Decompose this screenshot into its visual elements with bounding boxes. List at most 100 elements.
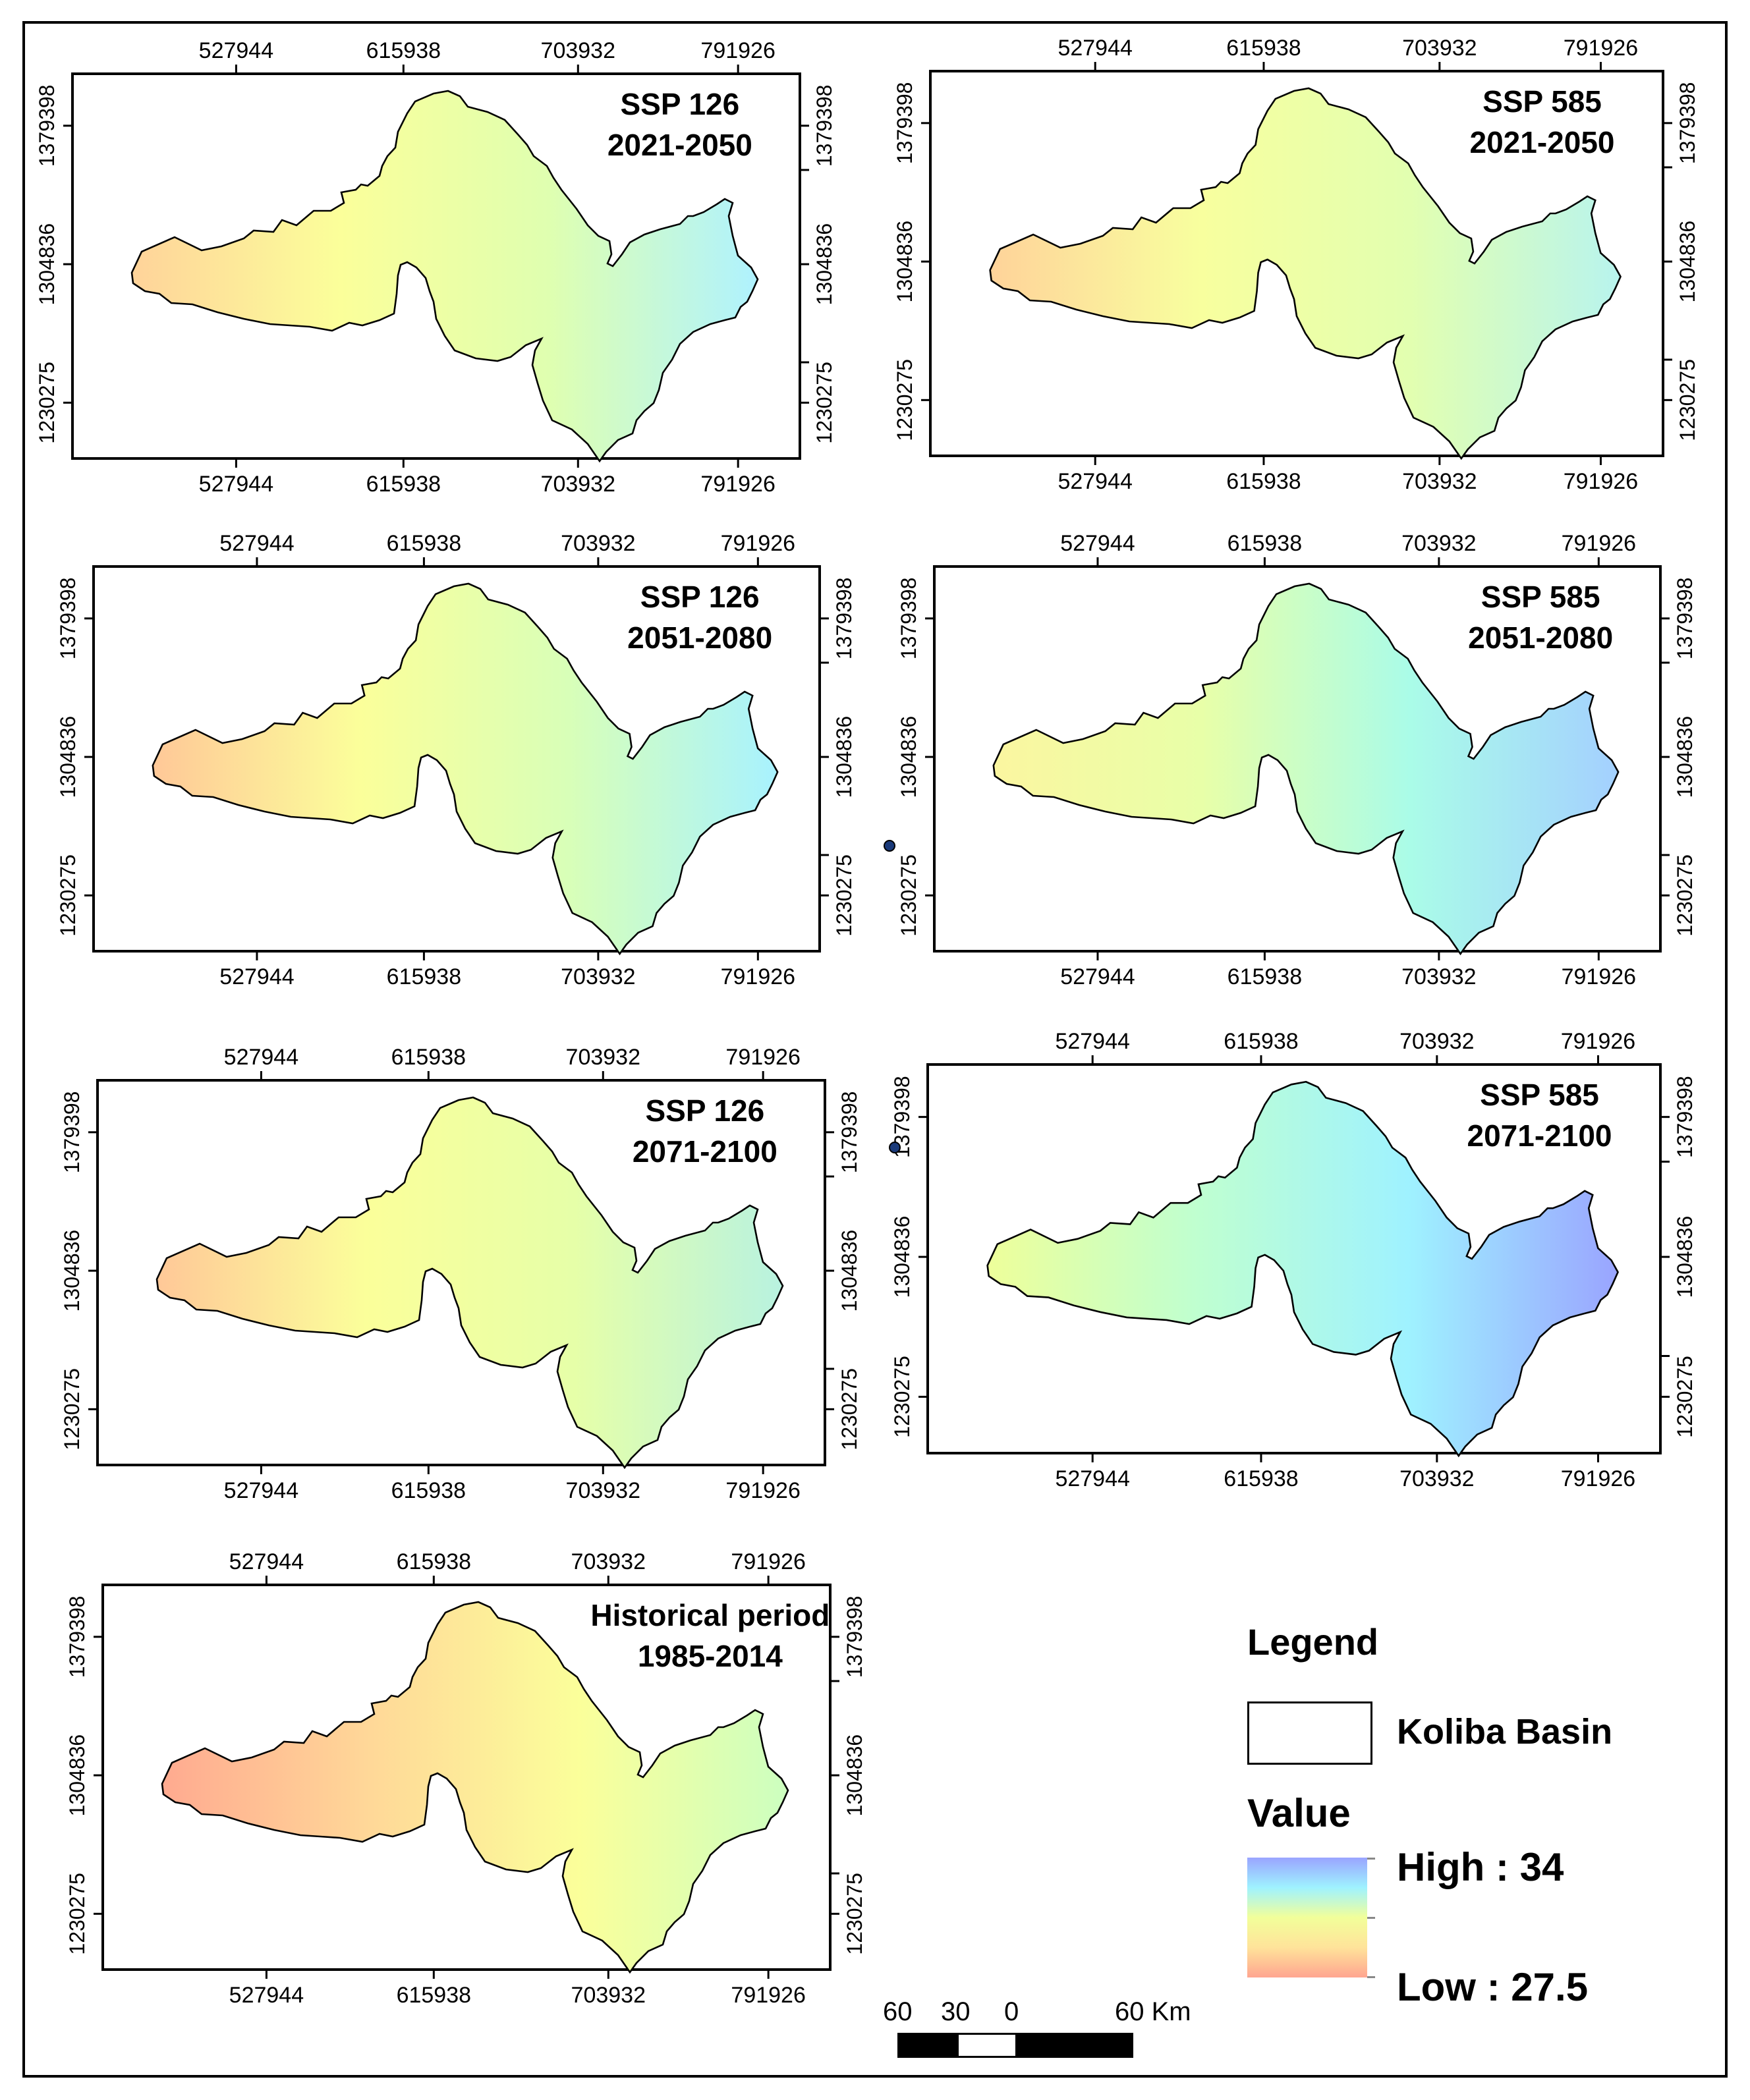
x-tick-label-top: 527944: [1060, 531, 1135, 556]
x-tick-label-top: 615938: [387, 531, 461, 556]
y-tick-label-left: 1304836: [890, 1216, 914, 1298]
scale-label-60-km: 60 Km: [1115, 1997, 1191, 2026]
x-tick-label-top: 527944: [229, 1549, 304, 1574]
y-tick-label-right: 1379398: [812, 85, 836, 167]
x-tick-label-top: 615938: [391, 1045, 466, 1070]
y-tick-label-left: 1230275: [35, 362, 59, 444]
y-tick-label-left: 1379398: [897, 578, 920, 660]
y-tick-label-right: 1304836: [1673, 716, 1697, 798]
x-tick-label-bottom: 703932: [561, 964, 635, 989]
y-tick-label-left: 1230275: [890, 1356, 914, 1438]
x-tick-label-top: 703932: [571, 1549, 646, 1574]
value-color-ramp: [1247, 1858, 1367, 1977]
panel-period-label: 2051-2080: [1468, 621, 1613, 655]
x-tick-label-bottom: 703932: [1401, 964, 1476, 989]
y-tick-label-right: 1379398: [1673, 1076, 1697, 1158]
y-tick-label-left: 1304836: [893, 221, 917, 303]
x-tick-label-top: 527944: [199, 38, 273, 63]
panel-period-label: 2051-2080: [627, 621, 772, 655]
scale-label-60-left: 60: [883, 1997, 913, 2026]
marker-dot: [884, 840, 895, 852]
legend-high-label: High : 34: [1397, 1845, 1564, 1889]
x-tick-label-bottom: 527944: [1055, 1466, 1129, 1491]
y-tick-label-left: 1379398: [65, 1596, 89, 1678]
x-tick-label-top: 791926: [700, 38, 775, 63]
x-tick-label-bottom: 703932: [566, 1478, 640, 1503]
ramp-tick-high: [1367, 1858, 1375, 1860]
x-tick-label-bottom: 791926: [731, 1983, 805, 2008]
y-tick-label-left: 1379398: [60, 1091, 84, 1174]
y-tick-label-right: 1304836: [1673, 1216, 1697, 1298]
x-tick-label-top: 791926: [721, 531, 795, 556]
scale-label-0: 0: [1004, 1997, 1019, 2026]
x-tick-label-top: 703932: [561, 531, 635, 556]
x-tick-label-top: 791926: [1561, 1029, 1635, 1054]
y-tick-label-left: 1379398: [893, 82, 917, 165]
y-tick-label-right: 1304836: [843, 1734, 866, 1817]
x-tick-label-bottom: 615938: [1224, 1466, 1298, 1491]
x-tick-label-top: 791926: [731, 1549, 805, 1574]
y-tick-label-right: 1379398: [1673, 578, 1697, 660]
x-tick-label-bottom: 527944: [224, 1478, 298, 1503]
x-tick-label-bottom: 527944: [1058, 469, 1132, 494]
scale-seg-3: [1015, 2035, 1131, 2056]
panel-scenario-label: SSP 585: [1481, 580, 1600, 614]
panel-scenario-label: SSP 585: [1482, 84, 1602, 119]
x-tick-label-top: 703932: [1401, 531, 1476, 556]
x-tick-label-bottom: 527944: [199, 472, 273, 497]
x-tick-label-bottom: 615938: [366, 472, 441, 497]
x-tick-label-bottom: 615938: [1228, 964, 1302, 989]
y-tick-label-left: 1230275: [893, 359, 917, 441]
y-tick-label-right: 1230275: [843, 1873, 866, 1955]
y-tick-label-right: 1379398: [1676, 82, 1699, 165]
y-tick-label-right: 1230275: [837, 1368, 861, 1451]
x-tick-label-bottom: 791926: [721, 964, 795, 989]
y-tick-label-left: 1304836: [35, 223, 59, 306]
y-tick-label-right: 1230275: [832, 854, 856, 937]
panel-scenario-label: SSP 126: [620, 87, 739, 121]
y-tick-label-right: 1230275: [812, 362, 836, 444]
y-tick-label-right: 1304836: [812, 223, 836, 306]
ramp-tick-mid: [1367, 1917, 1375, 1919]
x-tick-label-bottom: 703932: [571, 1983, 646, 2008]
scale-seg-1: [899, 2035, 959, 2056]
y-tick-label-left: 1379398: [35, 85, 59, 167]
x-tick-label-bottom: 791926: [1564, 469, 1638, 494]
x-tick-label-bottom: 527944: [1060, 964, 1135, 989]
value-legend-title: Value: [1247, 1791, 1351, 1835]
y-tick-label-left: 1230275: [65, 1873, 89, 1955]
x-tick-label-bottom: 615938: [387, 964, 461, 989]
koliba-basin-label: Koliba Basin: [1397, 1712, 1613, 1752]
map-layout-frame: [22, 21, 1728, 2078]
y-tick-label-left: 1379398: [56, 578, 80, 660]
x-tick-label-top: 527944: [224, 1045, 298, 1070]
x-tick-label-bottom: 527944: [229, 1983, 304, 2008]
panel-period-label: 2021-2050: [607, 128, 752, 162]
panel-scenario-label: Historical period: [590, 1598, 830, 1632]
panel-period-label: 1985-2014: [638, 1639, 783, 1673]
x-tick-label-top: 703932: [1402, 36, 1477, 61]
y-tick-label-left: 1230275: [897, 854, 920, 937]
x-tick-label-bottom: 791926: [725, 1478, 800, 1503]
y-tick-label-right: 1379398: [837, 1091, 861, 1174]
x-tick-label-bottom: 615938: [1226, 469, 1301, 494]
y-tick-label-right: 1230275: [1676, 359, 1699, 441]
map-panel: 527944 527944 615938 615938 703932 703932 7919…: [60, 1045, 861, 1503]
x-tick-label-top: 615938: [366, 38, 441, 63]
x-tick-label-bottom: 615938: [397, 1983, 471, 2008]
x-tick-label-bottom: 703932: [541, 472, 615, 497]
y-tick-label-right: 1230275: [1673, 854, 1697, 937]
legend-low-label: Low : 27.5: [1397, 1965, 1589, 2009]
map-panel: 527944 527944 615938 615938 703932 703932 7919…: [56, 531, 856, 989]
y-tick-label-left: 1230275: [60, 1368, 84, 1451]
x-tick-label-bottom: 791926: [700, 472, 775, 497]
y-tick-label-right: 1379398: [832, 578, 856, 660]
y-tick-label-right: 1230275: [1673, 1356, 1697, 1438]
x-tick-label-top: 615938: [1226, 36, 1301, 61]
x-tick-label-top: 703932: [1399, 1029, 1474, 1054]
x-tick-label-bottom: 703932: [1399, 1466, 1474, 1491]
y-tick-label-left: 1304836: [65, 1734, 89, 1817]
map-panel: 527944 527944 615938 615938 703932 703932 7919…: [893, 36, 1699, 494]
x-tick-label-top: 615938: [397, 1549, 471, 1574]
x-tick-label-bottom: 527944: [219, 964, 294, 989]
